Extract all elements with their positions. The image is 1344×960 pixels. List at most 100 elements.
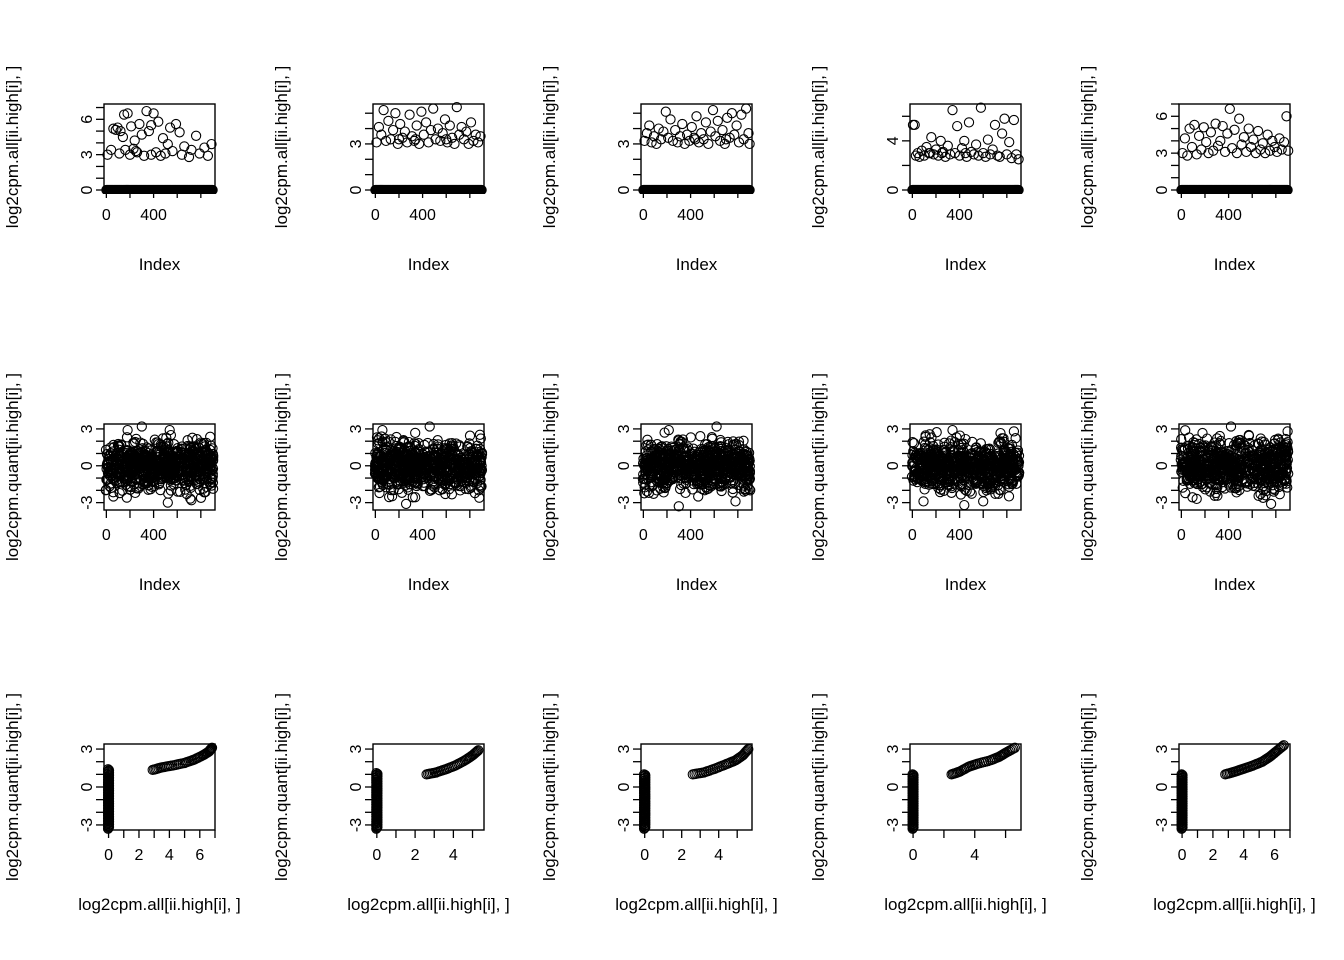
data-point [1004,136,1015,148]
y-tick-label: 3 [348,139,365,148]
data-point [121,432,133,443]
data-point [1187,492,1198,503]
data-point [1175,442,1187,453]
data-point [658,449,669,460]
data-point [667,135,679,147]
x-axis-label: Index [945,255,987,274]
data-point [108,123,119,134]
data-point [947,424,958,436]
data-point [730,444,741,455]
data-point [394,475,406,487]
data-point [1219,146,1231,158]
data-point [1282,442,1293,453]
y-axis-label: log2cpm.all[ii.high[i], ] [809,66,828,229]
data-point [1013,154,1024,165]
data-point [639,135,650,147]
data-point [710,451,721,462]
data-point [451,453,462,464]
data-point [672,137,683,148]
data-point [1224,103,1235,115]
data-point [1214,430,1225,442]
data-point [707,104,719,116]
y-tick-label: 6 [79,115,96,124]
points-group [1175,421,1294,510]
x-tick-label: 400 [946,527,973,544]
data-point [174,454,185,466]
data-point [960,433,971,445]
data-point [715,434,726,446]
data-point [1222,128,1233,139]
data-point [1008,114,1020,126]
data-point [687,484,698,495]
data-point [100,444,112,456]
data-point [744,453,755,464]
data-point [1211,478,1222,489]
data-point [1276,469,1288,480]
data-point [471,463,482,474]
data-point [182,435,193,446]
data-point [688,455,699,467]
data-point [725,472,736,483]
y-tick-label: 0 [79,782,96,791]
data-point [1234,113,1245,124]
data-point [116,439,127,450]
data-point [915,454,926,465]
data-point [465,117,477,128]
y-tick-label: 0 [79,185,96,194]
data-point [417,459,428,470]
data-point [977,462,988,473]
data-point [1008,426,1020,437]
data-point [476,449,488,460]
data-point [376,431,387,442]
data-point [1197,427,1208,439]
data-point [1003,460,1014,471]
data-point [1217,120,1228,132]
data-point [960,147,971,159]
data-point [1253,438,1265,450]
x-tick-label: 6 [195,847,204,864]
data-point [738,486,750,497]
data-point [654,455,666,467]
data-point [190,130,202,141]
data-point [954,150,965,161]
data-point [931,427,942,438]
data-point [996,472,1007,484]
data-point [976,463,987,474]
data-point [1267,473,1278,484]
data-point [131,456,143,467]
data-point [435,135,446,147]
data-point [1210,118,1221,129]
data-point [686,121,697,133]
data-point [1260,490,1271,501]
data-point [399,126,411,137]
data-point [919,439,931,450]
data-point [735,483,746,494]
y-tick-label: 3 [79,150,96,159]
data-point [1232,475,1244,487]
data-point [652,449,663,461]
data-point [165,485,177,496]
data-point [1253,472,1264,483]
y-tick-label: -3 [79,495,96,509]
data-point [941,474,952,485]
data-point [380,135,392,147]
data-point [180,479,191,491]
data-point [115,125,126,137]
data-point [1205,441,1217,452]
data-point [667,473,678,484]
data-point [466,446,477,457]
points-group [102,742,218,834]
data-point [1187,471,1198,482]
data-point [1267,135,1278,147]
x-tick-label: 0 [1177,207,1186,224]
y-tick-label: 0 [348,185,365,194]
data-point [441,443,452,454]
data-point [206,742,218,753]
data-point [1219,483,1231,494]
data-point [991,450,1003,462]
data-point [970,457,982,468]
